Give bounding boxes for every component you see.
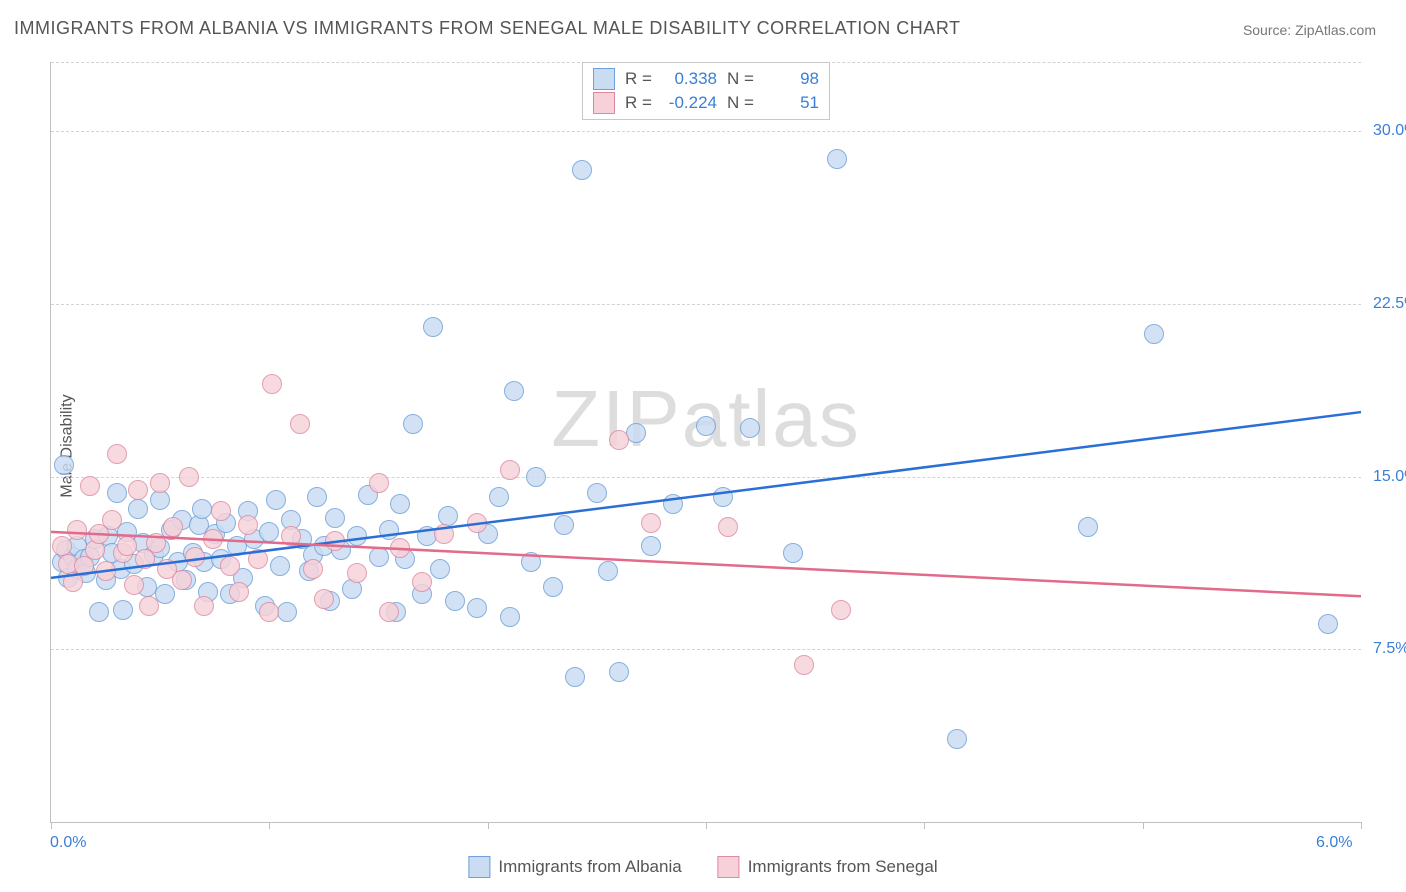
legend-swatch-senegal — [593, 92, 615, 114]
x-tick — [1143, 822, 1144, 829]
legend-r-value: -0.224 — [663, 93, 717, 113]
plot-area: ZIPatlas R = 0.338 N = 98 R = -0.224 N =… — [50, 62, 1361, 823]
legend-label: Immigrants from Albania — [498, 857, 681, 877]
x-tick — [1361, 822, 1362, 829]
y-tick-label: 22.5% — [1365, 295, 1406, 313]
legend-swatch-senegal — [718, 856, 740, 878]
legend-r-label: R = — [625, 93, 653, 113]
trend-lines — [51, 62, 1361, 822]
legend-series: Immigrants from Albania Immigrants from … — [468, 856, 937, 878]
chart-container: IMMIGRANTS FROM ALBANIA VS IMMIGRANTS FR… — [0, 0, 1406, 892]
y-tick-label: 15.0% — [1365, 468, 1406, 486]
legend-n-value: 98 — [765, 69, 819, 89]
source-label: Source: ZipAtlas.com — [1243, 22, 1376, 38]
legend-r-value: 0.338 — [663, 69, 717, 89]
legend-stats: R = 0.338 N = 98 R = -0.224 N = 51 — [582, 62, 830, 120]
legend-item-senegal: Immigrants from Senegal — [718, 856, 938, 878]
legend-label: Immigrants from Senegal — [748, 857, 938, 877]
y-tick-label: 7.5% — [1365, 640, 1406, 658]
legend-item-albania: Immigrants from Albania — [468, 856, 681, 878]
legend-n-label: N = — [727, 69, 755, 89]
trend-line-albania — [51, 412, 1361, 578]
legend-n-label: N = — [727, 93, 755, 113]
legend-swatch-albania — [593, 68, 615, 90]
x-tick — [924, 822, 925, 829]
x-axis-label-min: 0.0% — [50, 834, 86, 852]
legend-n-value: 51 — [765, 93, 819, 113]
x-tick — [269, 822, 270, 829]
x-tick — [488, 822, 489, 829]
legend-stats-row: R = 0.338 N = 98 — [593, 67, 819, 91]
chart-title: IMMIGRANTS FROM ALBANIA VS IMMIGRANTS FR… — [14, 18, 960, 39]
trend-line-senegal — [51, 532, 1361, 596]
legend-swatch-albania — [468, 856, 490, 878]
legend-r-label: R = — [625, 69, 653, 89]
x-tick — [51, 822, 52, 829]
legend-stats-row: R = -0.224 N = 51 — [593, 91, 819, 115]
y-tick-label: 30.0% — [1365, 122, 1406, 140]
x-axis-label-max: 6.0% — [1316, 834, 1352, 852]
x-tick — [706, 822, 707, 829]
